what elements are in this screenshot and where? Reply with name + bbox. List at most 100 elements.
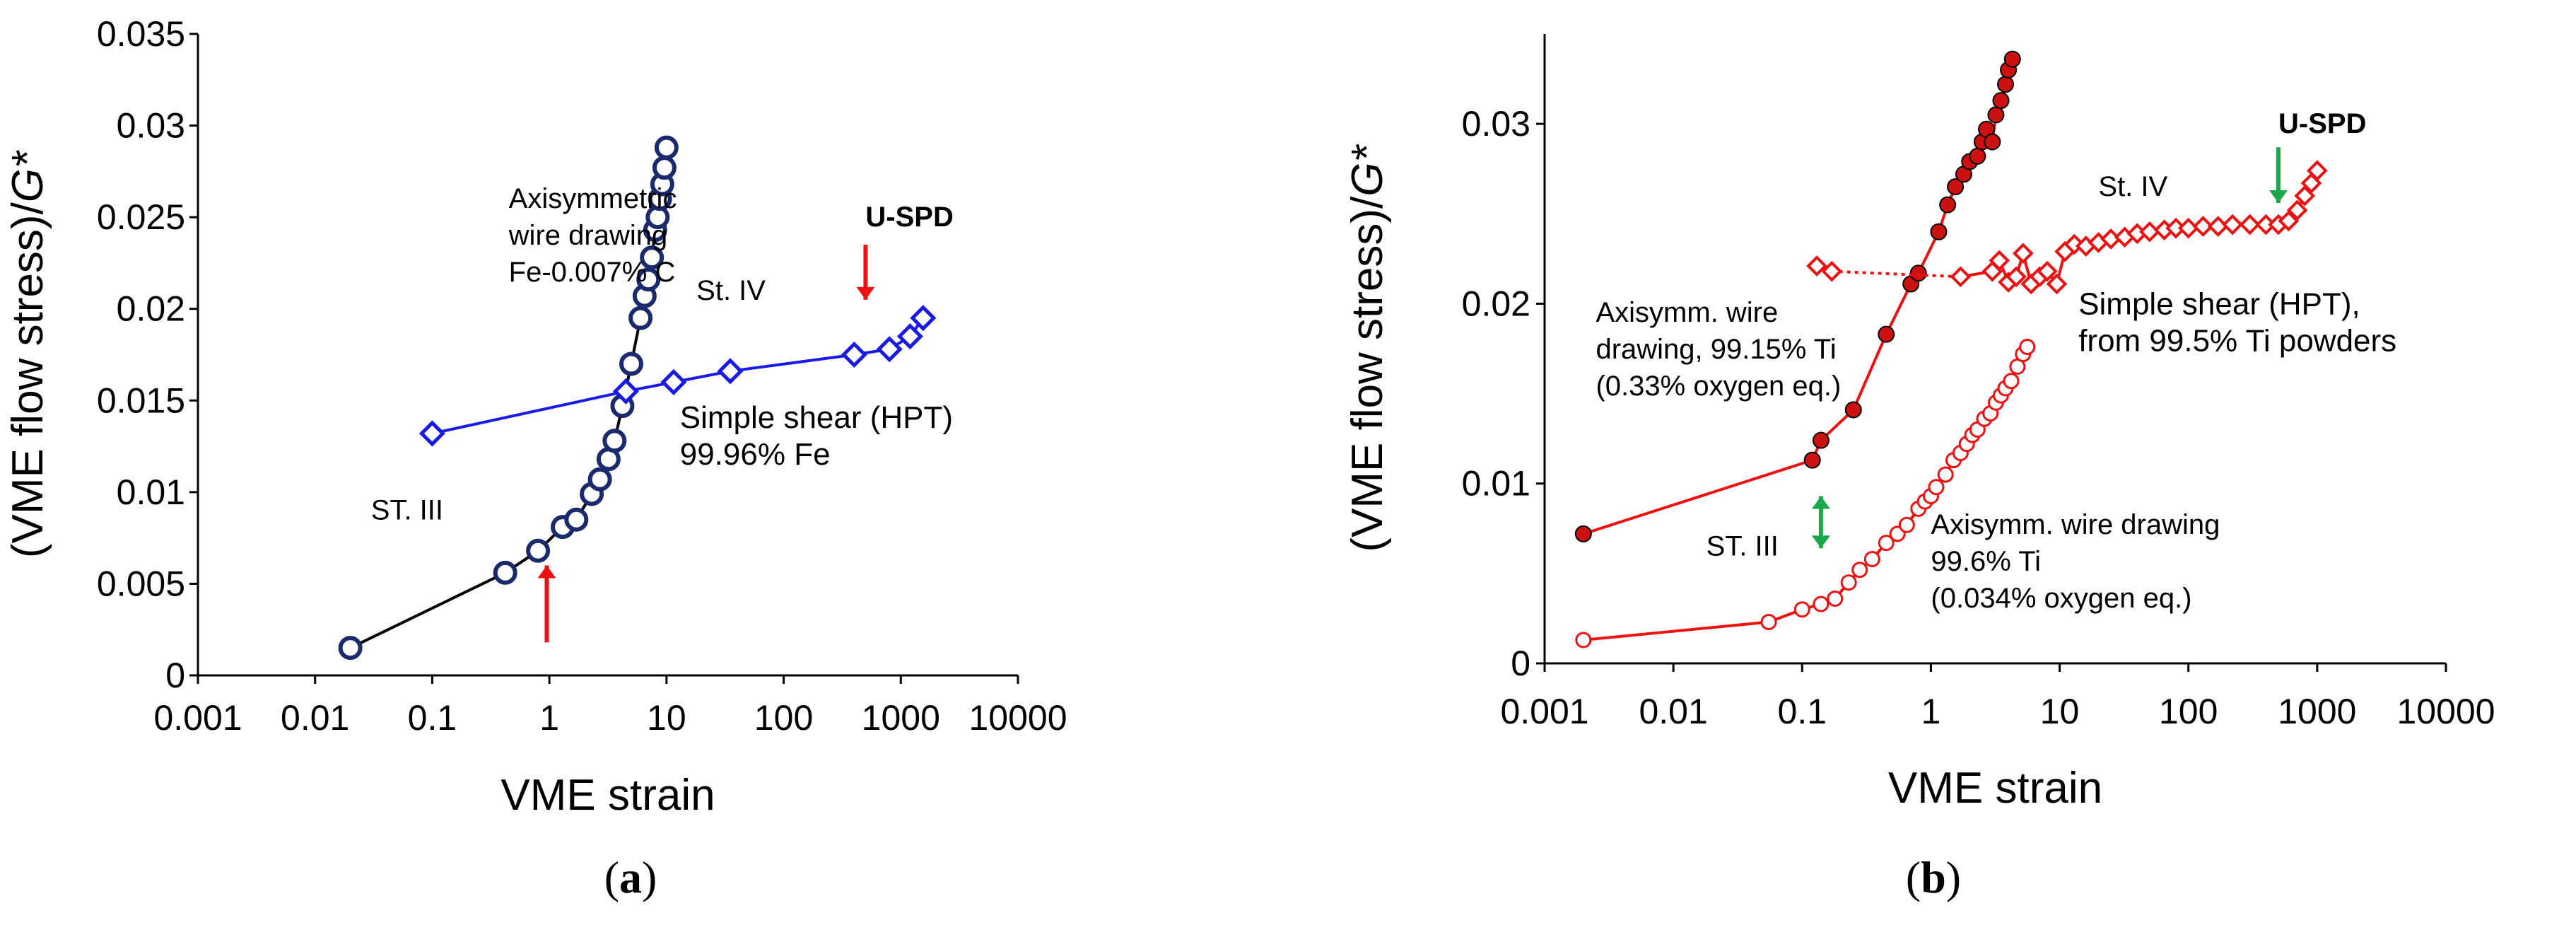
data-point xyxy=(1812,431,1829,449)
data-point xyxy=(1987,106,2005,124)
annotation-line: Fe-0.007% C xyxy=(509,257,676,288)
data-point xyxy=(1760,614,1777,631)
annotation-line: U-SPD xyxy=(865,202,953,233)
annotation-line: Axisymmetric xyxy=(509,183,677,214)
data-point xyxy=(1821,260,1843,282)
y-tick-label: 0.01 xyxy=(1462,464,1530,504)
data-point xyxy=(1844,401,1862,419)
annotation: U-SPD xyxy=(2278,108,2366,139)
data-point xyxy=(526,538,551,563)
y-tick-label: 0.025 xyxy=(97,197,185,237)
annotation: Axisymmetric wire drawing Fe-0.007% C xyxy=(508,183,677,288)
data-point xyxy=(1793,601,1810,618)
annotation-line: from 99.5% Ti powders xyxy=(2078,324,2396,359)
annotation: ST. III xyxy=(1706,530,1779,562)
data-point xyxy=(1969,147,1986,165)
annotation-line: 99.96% Fe xyxy=(680,437,831,472)
arrow-head xyxy=(1811,496,1830,509)
y-tick-label: 0 xyxy=(165,656,185,695)
data-point xyxy=(2013,243,2034,265)
x-tick-label: 0.001 xyxy=(1500,692,1588,731)
data-point xyxy=(841,341,867,368)
data-point xyxy=(654,135,679,160)
annotation-line: St. IV xyxy=(696,275,766,306)
arrow-head xyxy=(2269,190,2288,204)
data-point xyxy=(2286,199,2308,221)
data-point xyxy=(1939,196,1957,214)
x-tick-label: 0.1 xyxy=(408,698,457,738)
annotation: Axisymm. wire drawing, 99.15% Ti (0.33% ox… xyxy=(1596,297,1841,402)
data-point xyxy=(338,636,363,661)
data-point xyxy=(910,305,937,332)
data-point xyxy=(2192,216,2214,237)
data-point xyxy=(1947,178,1965,196)
y-tick-label: 0 xyxy=(1511,644,1530,683)
data-point xyxy=(587,467,612,492)
data-point xyxy=(1574,525,1592,542)
x-tick-label: 10000 xyxy=(2396,692,2495,731)
y-axis-title-italic: G* xyxy=(4,150,52,202)
x-tick-label: 10 xyxy=(647,698,686,738)
arrow-head xyxy=(537,565,556,579)
panel-label-letter: a xyxy=(619,852,642,902)
data-point xyxy=(1984,133,2001,151)
data-point xyxy=(1989,250,2010,272)
y-tick-label: 0.02 xyxy=(1462,284,1530,323)
annotation-line: Simple shear (HPT), xyxy=(2078,287,2360,322)
data-point xyxy=(1575,632,1592,649)
y-tick-label: 0.03 xyxy=(117,106,185,146)
annotation: U-SPD xyxy=(865,202,953,233)
x-tick-label: 1 xyxy=(1921,692,1941,731)
y-tick-label: 0.02 xyxy=(117,289,185,329)
data-point xyxy=(612,378,639,405)
panel-a: 0 0.005 0.01 0.015 0.02 0.025 0.03 0.035 0.001 0.… xyxy=(4,14,1067,902)
data-point xyxy=(2019,338,2036,355)
annotation-line: Simple shear (HPT) xyxy=(680,400,953,435)
data-point xyxy=(2307,160,2328,182)
arrow-head xyxy=(1811,535,1830,549)
x-tick-label: 1 xyxy=(539,698,559,738)
x-tick-label: 1000 xyxy=(862,698,940,738)
panel-label-paren: ( xyxy=(1906,852,1921,902)
annotation: St. IV xyxy=(696,275,766,306)
x-tick-label: 0.1 xyxy=(1778,692,1827,731)
y-tick-label: 0.01 xyxy=(117,472,185,512)
y-tick-label: 0.005 xyxy=(97,564,185,603)
data-point xyxy=(1997,76,2015,93)
y-axis-title-prefix: (VME flow stress)/ xyxy=(1343,196,1392,552)
annotation: Simple shear (HPT) 99.96% Fe xyxy=(680,400,953,472)
data-point xyxy=(2278,210,2300,232)
data-point xyxy=(2046,273,2068,295)
data-point xyxy=(564,507,589,532)
data-point xyxy=(1863,551,1880,568)
data-point xyxy=(1878,325,1895,343)
data-point xyxy=(602,429,627,453)
annotation-line: 99.6% Ti xyxy=(1931,546,2041,577)
data-point xyxy=(2177,217,2199,239)
data-point xyxy=(636,267,661,292)
annotation-line: U-SPD xyxy=(2278,108,2366,139)
panel-label-paren: ) xyxy=(1946,852,1961,902)
data-point xyxy=(1950,266,1972,288)
annotation-line: St. IV xyxy=(2098,171,2167,202)
data-point xyxy=(660,368,687,395)
y-tick-label: 0.015 xyxy=(97,380,185,420)
annotation: Simple shear (HPT), from 99.5% Ti powders xyxy=(2078,287,2396,359)
data-point xyxy=(1898,516,1915,533)
x-tick-label: 0.01 xyxy=(281,698,349,738)
data-point xyxy=(876,336,903,363)
x-tick-label: 1000 xyxy=(2278,692,2356,731)
x-tick-label: 10 xyxy=(2040,692,2080,731)
data-point xyxy=(619,351,643,376)
annotation-line: Axisymm. wire drawing xyxy=(1931,509,2220,540)
annotation-line: Axisymm. wire xyxy=(1596,297,1778,328)
x-axis-title: VME strain xyxy=(500,771,715,820)
data-point xyxy=(1851,562,1868,579)
data-point xyxy=(1803,451,1821,469)
data-point xyxy=(2037,260,2058,282)
annotation-line: (0.034% oxygen eq.) xyxy=(1931,583,2191,614)
annotation: Axisymm. wire drawing 99.6% Ti (0.034% oxy… xyxy=(1931,509,2220,614)
panel-label-letter: b xyxy=(1921,852,1946,902)
x-tick-label: 0.01 xyxy=(1639,692,1707,731)
data-point xyxy=(1909,265,1927,282)
